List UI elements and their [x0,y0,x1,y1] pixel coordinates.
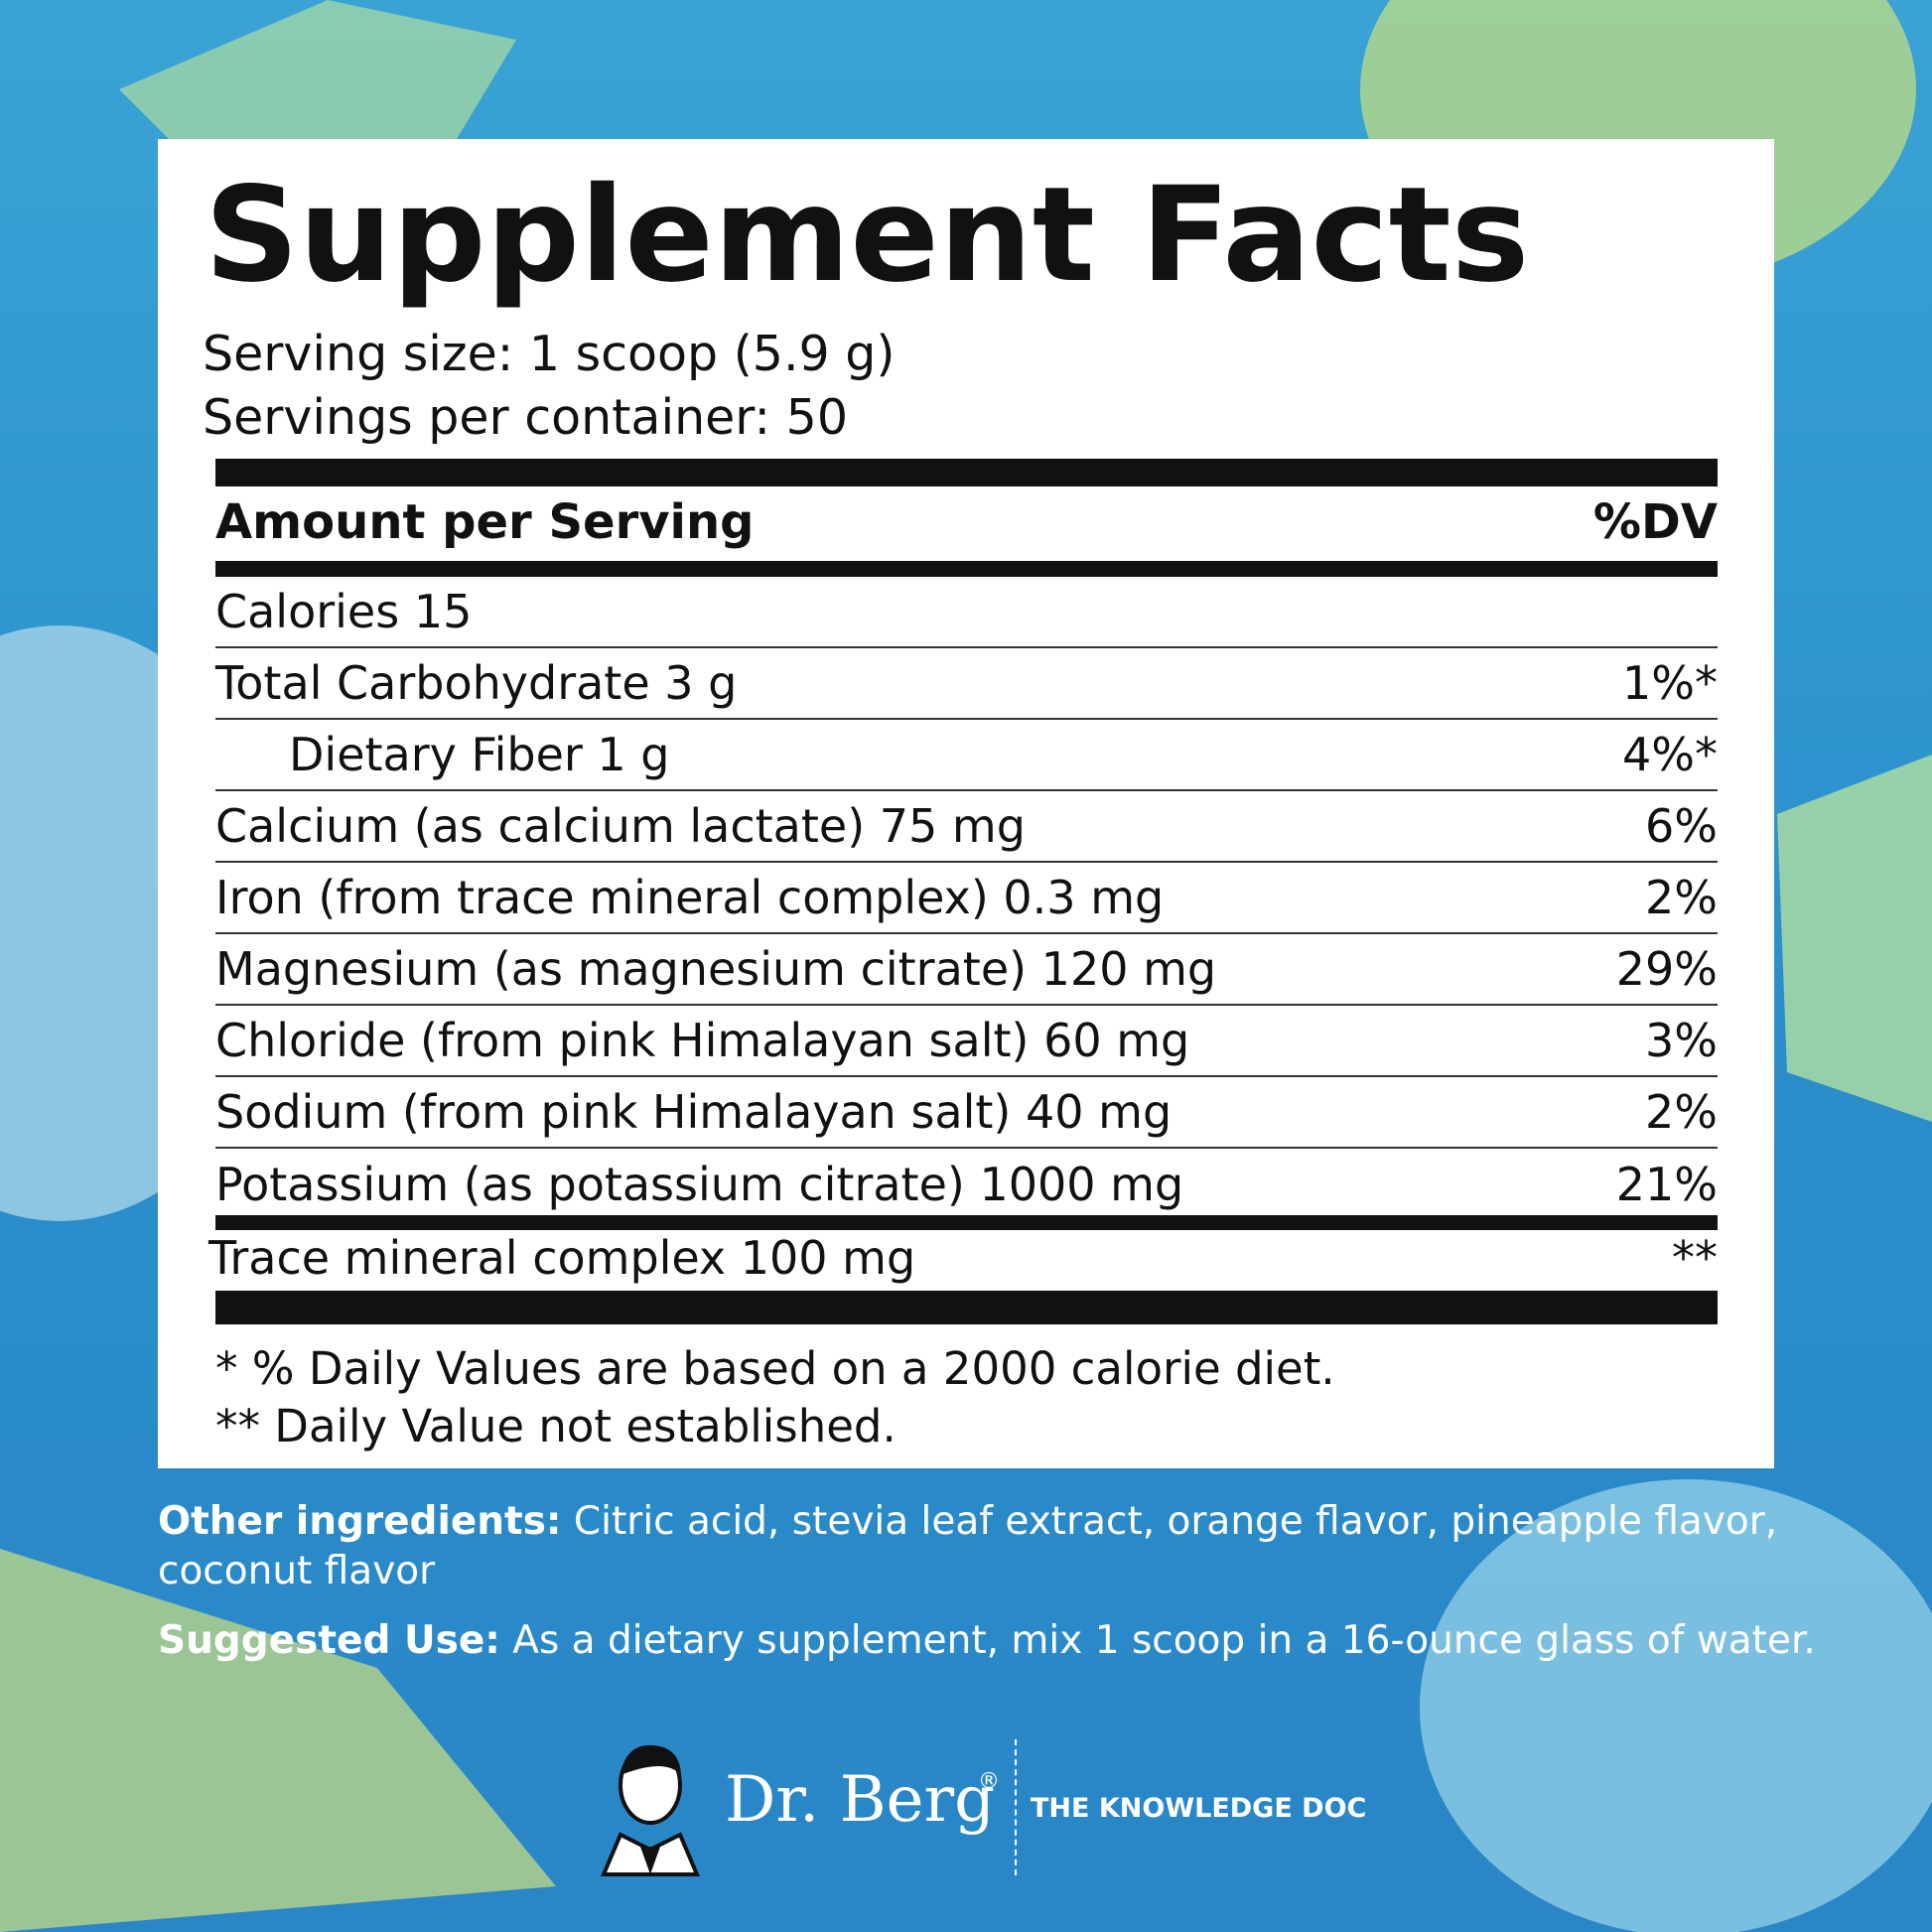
trace-dv: ** [1672,1231,1718,1285]
divider [1015,1739,1017,1875]
footnote: ** Daily Value not established. [215,1400,897,1452]
nutrient-row: Magnesium (as magnesium citrate) 120 mg 2… [215,934,1718,1006]
brand-name: Dr. Berg [725,1763,996,1837]
nutrient: Potassium (as potassium citrate) 1000 mg [215,1158,1184,1211]
daily-value: 2% [1645,871,1718,924]
daily-value: 21% [1615,1158,1718,1211]
thick-rule [215,1291,1718,1324]
nutrient-row: Total Carbohydrate 3 g 1%* [215,648,1718,720]
other-ingredients: Other ingredients: Citric acid, stevia l… [158,1497,1806,1596]
daily-value: 4%* [1622,728,1718,781]
nutrient: Total Carbohydrate 3 g [215,656,738,710]
nutrient: Iron (from trace mineral complex) 0.3 mg [215,871,1165,924]
nutrient-row: Chloride (from pink Himalayan salt) 60 m… [215,1006,1718,1077]
title: Supplement Facts [205,159,1530,312]
daily-value: 1%* [1622,656,1718,710]
nutrient: Calories 15 [215,585,473,638]
text: Citric acid, stevia leaf extract, orange… [158,1499,1778,1593]
nutrient-row: Sodium (from pink Himalayan salt) 40 mg 2… [215,1077,1718,1149]
nutrient: Chloride (from pink Himalayan salt) 60 m… [215,1014,1190,1067]
text: As a dietary supplement, mix 1 scoop in … [512,1618,1816,1663]
facts-panel [158,139,1774,1468]
daily-value: 2% [1645,1085,1718,1139]
daily-value: 29% [1615,942,1718,996]
logo-portrait [600,1744,701,1876]
suggested-use: Suggested Use: As a dietary supplement, … [158,1616,1816,1666]
header-amount: Amount per Serving [215,494,755,550]
nutrient-rows: Calories 15 Total Carbohydrate 3 g 1%* Diet… [215,577,1718,1220]
thick-rule [215,1215,1718,1230]
brand-mark: ® [978,1769,1000,1794]
serving-size: Serving size: 1 scoop (5.9 g) [203,326,896,382]
daily-value: 6% [1645,799,1718,853]
thick-rule [215,459,1718,486]
nutrient: Calcium (as calcium lactate) 75 mg [215,799,1026,853]
nutrient: Magnesium (as magnesium citrate) 120 mg [215,942,1217,996]
nutrient-row: Dietary Fiber 1 g 4%* [215,720,1718,791]
servings-per-container: Servings per container: 50 [203,389,848,446]
nutrient: Dietary Fiber 1 g [289,728,670,781]
footnote: * % Daily Values are based on a 2000 cal… [215,1342,1335,1395]
tagline: THE KNOWLEDGE DOC [1031,1793,1367,1824]
trace-nutrient: Trace mineral complex 100 mg [208,1231,916,1285]
nutrient-row: Iron (from trace mineral complex) 0.3 mg… [215,863,1718,934]
nutrient-row: Calories 15 [215,577,1718,648]
label: Other ingredients: [158,1499,562,1544]
thick-rule [215,561,1718,577]
label: Suggested Use: [158,1618,500,1663]
nutrient-row: Potassium (as potassium citrate) 1000 mg… [215,1149,1718,1220]
nutrient: Sodium (from pink Himalayan salt) 40 mg [215,1085,1173,1139]
daily-value: 3% [1645,1014,1718,1067]
header-dv: %DV [1592,494,1718,550]
nutrient-row: Calcium (as calcium lactate) 75 mg 6% [215,791,1718,863]
